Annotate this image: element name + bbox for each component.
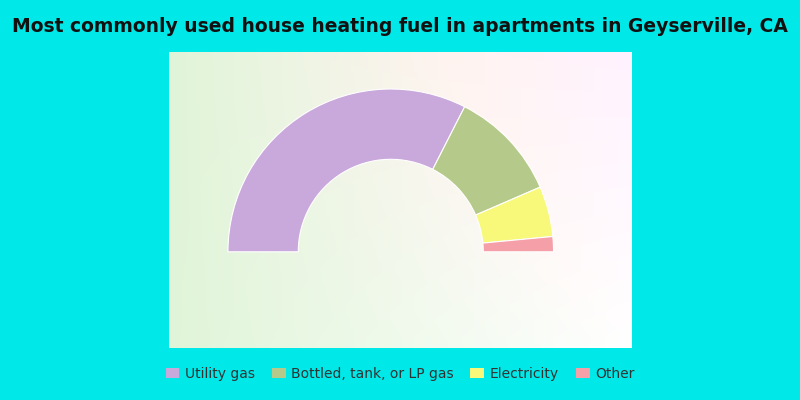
Wedge shape	[476, 187, 553, 243]
Wedge shape	[483, 236, 554, 252]
Wedge shape	[433, 107, 540, 215]
Text: Most commonly used house heating fuel in apartments in Geyserville, CA: Most commonly used house heating fuel in…	[12, 16, 788, 36]
Legend: Utility gas, Bottled, tank, or LP gas, Electricity, Other: Utility gas, Bottled, tank, or LP gas, E…	[160, 362, 640, 386]
Wedge shape	[228, 89, 465, 252]
